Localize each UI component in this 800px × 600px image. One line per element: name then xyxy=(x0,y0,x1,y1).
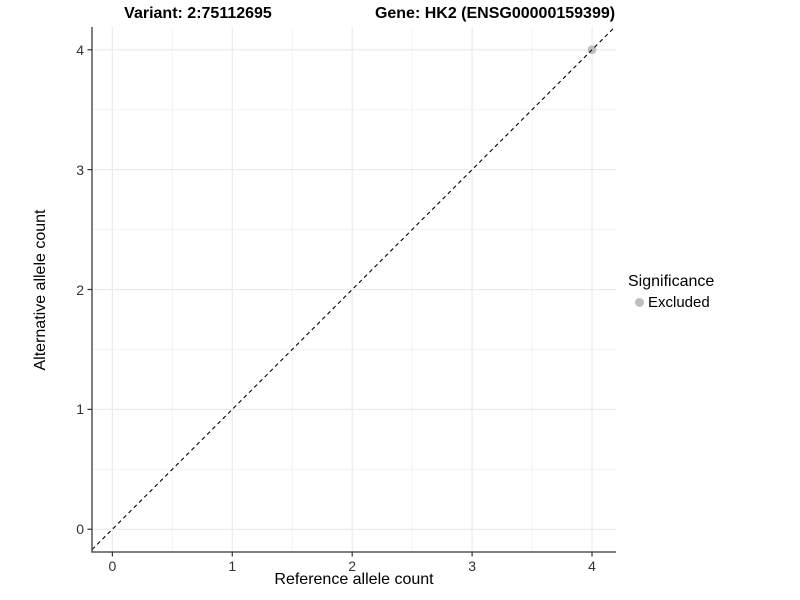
y-axis-title: Alternative allele count xyxy=(32,209,49,371)
x-tick-label: 3 xyxy=(468,558,477,574)
x-tick-label: 1 xyxy=(228,558,237,574)
legend: Significance Excluded xyxy=(628,272,714,311)
y-tick-label: 3 xyxy=(76,161,84,178)
identity-dashed-line xyxy=(91,26,616,550)
plot-title-variant: Variant: 2:75112695 xyxy=(124,5,272,22)
x-tick-label: 0 xyxy=(108,558,117,574)
legend-item-excluded: Excluded xyxy=(628,294,714,311)
legend-point-icon xyxy=(635,298,644,307)
x-tick-label: 2 xyxy=(348,558,357,574)
y-tick-label: 1 xyxy=(76,401,84,418)
plot-title-gene: Gene: HK2 (ENSG00000159399) xyxy=(374,5,616,22)
legend-item-label: Excluded xyxy=(648,294,710,311)
y-tick-label: 2 xyxy=(76,281,84,298)
legend-title: Significance xyxy=(628,273,715,290)
x-axis-title: Reference allele count xyxy=(274,571,434,588)
x-tick-label: 4 xyxy=(588,558,596,574)
y-tick-label: 4 xyxy=(76,41,84,58)
y-tick-label: 0 xyxy=(76,521,84,538)
